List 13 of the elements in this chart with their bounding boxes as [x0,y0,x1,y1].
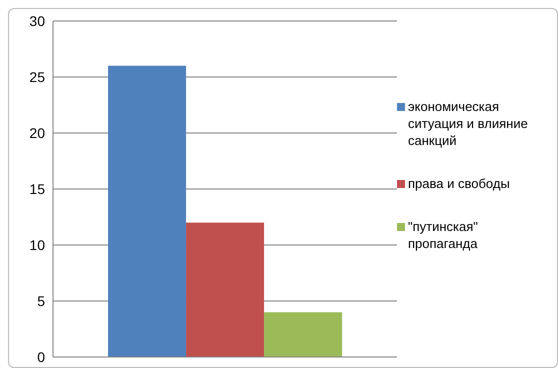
y-tick-label: 10 [29,236,46,253]
y-tick-label: 25 [29,68,46,85]
legend-label: экономическая ситуация и влияние санкций [408,98,529,149]
y-tick-label: 15 [29,180,46,197]
y-tick-label: 20 [29,124,46,141]
bar [264,312,342,357]
legend-label: права и свободы [408,175,510,192]
y-tick-label: 30 [29,12,46,29]
legend-label: "путинская" пропаганда [408,218,479,252]
y-tick-label: 0 [37,348,46,365]
bar [186,222,264,357]
y-tick-label: 5 [37,292,46,309]
bar [108,66,186,357]
